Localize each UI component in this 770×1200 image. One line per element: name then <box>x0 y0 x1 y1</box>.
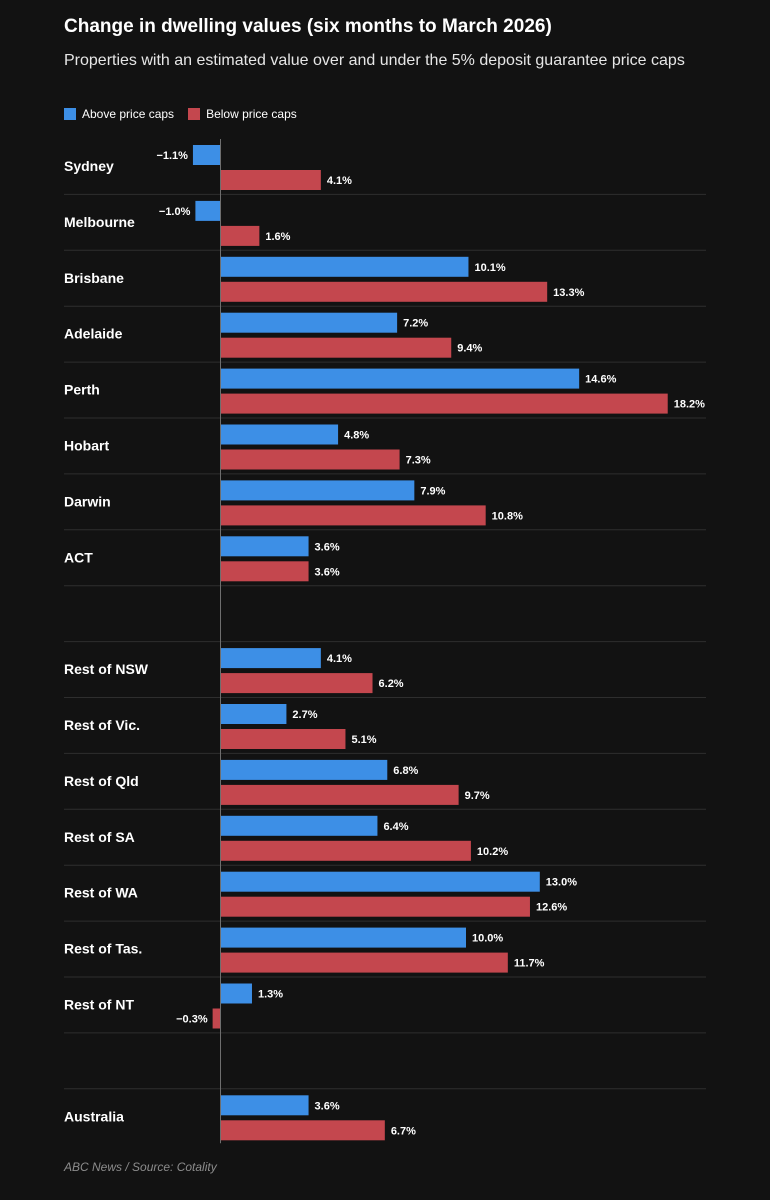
bar-below-darwin <box>220 505 486 526</box>
category-label-rest-of-wa: Rest of WA <box>64 885 138 901</box>
bar-below-australia <box>220 1120 385 1141</box>
data-label-below-brisbane: 13.3% <box>553 287 584 299</box>
bar-above-brisbane <box>220 256 469 277</box>
data-label-above-rest-of-sa: 6.4% <box>383 821 408 833</box>
bar-below-rest-of-tas <box>220 952 508 973</box>
bar-above-rest-of-qld <box>220 759 388 780</box>
data-label-below-australia: 6.7% <box>391 1125 416 1137</box>
data-label-below-rest-of-vic: 5.1% <box>351 734 376 746</box>
bar-below-rest-of-nt <box>212 1008 220 1029</box>
category-label-act: ACT <box>64 549 93 565</box>
bar-below-rest-of-vic <box>220 729 346 749</box>
bar-below-act <box>220 561 309 582</box>
source-note: ABC News / Source: Cotality <box>64 1160 217 1174</box>
category-label-rest-of-nt: Rest of NT <box>64 997 134 1013</box>
category-label-rest-of-tas: Rest of Tas. <box>64 941 142 957</box>
data-label-below-rest-of-nsw: 6.2% <box>379 678 404 690</box>
bar-above-rest-of-nt <box>220 983 252 1004</box>
legend-label-above: Above price caps <box>82 107 175 121</box>
legend-item-above: Above price caps <box>64 107 174 121</box>
data-label-below-melbourne: 1.6% <box>265 231 290 243</box>
data-label-above-darwin: 7.9% <box>420 485 445 497</box>
data-label-above-rest-of-tas: 10.0% <box>472 933 503 945</box>
data-label-below-rest-of-sa: 10.2% <box>477 846 508 858</box>
data-label-above-rest-of-nsw: 4.1% <box>327 653 352 665</box>
data-label-above-perth: 14.6% <box>585 374 616 386</box>
data-label-below-sydney: 4.1% <box>327 175 352 187</box>
category-label-rest-of-qld: Rest of Qld <box>64 773 139 789</box>
data-label-above-rest-of-qld: 6.8% <box>393 765 418 777</box>
data-label-above-rest-of-nt: 1.3% <box>258 989 283 1001</box>
bar-below-rest-of-qld <box>220 784 459 805</box>
bar-above-rest-of-nsw <box>220 648 321 669</box>
data-label-below-hobart: 7.3% <box>406 455 431 467</box>
data-label-below-rest-of-nt: −0.3% <box>176 1014 208 1026</box>
bar-above-adelaide <box>220 312 398 333</box>
bar-above-hobart <box>220 424 339 445</box>
data-label-above-rest-of-vic: 2.7% <box>292 709 317 721</box>
category-label-australia: Australia <box>64 1108 124 1124</box>
bar-below-melbourne <box>220 225 260 246</box>
data-label-above-rest-of-wa: 13.0% <box>546 877 577 889</box>
data-label-above-australia: 3.6% <box>315 1100 340 1112</box>
category-label-darwin: Darwin <box>64 493 111 509</box>
category-label-rest-of-sa: Rest of SA <box>64 829 135 845</box>
category-label-brisbane: Brisbane <box>64 270 124 286</box>
bar-above-darwin <box>220 480 415 501</box>
legend-swatch-above <box>64 108 76 120</box>
data-label-above-sydney: −1.1% <box>156 150 188 162</box>
data-label-below-rest-of-tas: 11.7% <box>514 958 545 970</box>
data-label-below-rest-of-qld: 9.7% <box>465 790 490 802</box>
legend-label-below: Below price caps <box>206 107 297 121</box>
bar-above-rest-of-tas <box>220 927 466 948</box>
bar-above-rest-of-wa <box>220 871 540 892</box>
bar-below-rest-of-nsw <box>220 673 373 694</box>
category-label-sydney: Sydney <box>64 158 114 174</box>
category-label-rest-of-vic: Rest of Vic. <box>64 717 140 733</box>
data-label-above-brisbane: 10.1% <box>474 262 505 274</box>
data-label-below-adelaide: 9.4% <box>457 343 482 355</box>
bar-below-hobart <box>220 449 400 470</box>
category-label-perth: Perth <box>64 382 100 398</box>
legend: Above price caps Below price caps <box>64 106 311 122</box>
data-label-above-adelaide: 7.2% <box>403 318 428 330</box>
chart-subtitle: Properties with an estimated value over … <box>64 52 685 69</box>
bar-above-rest-of-sa <box>220 815 378 836</box>
bar-above-australia <box>220 1095 309 1116</box>
bar-above-act <box>220 536 309 557</box>
bar-above-sydney <box>192 145 220 165</box>
bar-above-melbourne <box>195 200 220 221</box>
bar-below-rest-of-sa <box>220 840 471 861</box>
bar-below-brisbane <box>220 281 548 302</box>
data-label-below-darwin: 10.8% <box>492 510 523 522</box>
legend-swatch-below <box>188 108 201 120</box>
data-label-above-act: 3.6% <box>315 541 340 553</box>
data-label-below-act: 3.6% <box>315 566 340 578</box>
data-label-below-perth: 18.2% <box>674 399 705 411</box>
bar-below-sydney <box>220 170 321 190</box>
data-label-above-hobart: 4.8% <box>344 430 369 442</box>
bar-below-rest-of-wa <box>220 896 530 917</box>
bar-above-rest-of-vic <box>220 704 287 724</box>
category-label-adelaide: Adelaide <box>64 326 123 342</box>
category-label-hobart: Hobart <box>64 438 109 454</box>
chart-title: Change in dwelling values (six months to… <box>64 16 552 37</box>
category-label-melbourne: Melbourne <box>64 214 135 230</box>
bar-below-adelaide <box>220 337 452 358</box>
data-label-above-melbourne: −1.0% <box>159 206 191 218</box>
bar-below-perth <box>220 393 668 414</box>
bar-above-perth <box>220 368 580 389</box>
data-label-below-rest-of-wa: 12.6% <box>536 902 567 914</box>
legend-item-below: Below price caps <box>188 107 297 121</box>
category-label-rest-of-nsw: Rest of NSW <box>64 661 149 677</box>
